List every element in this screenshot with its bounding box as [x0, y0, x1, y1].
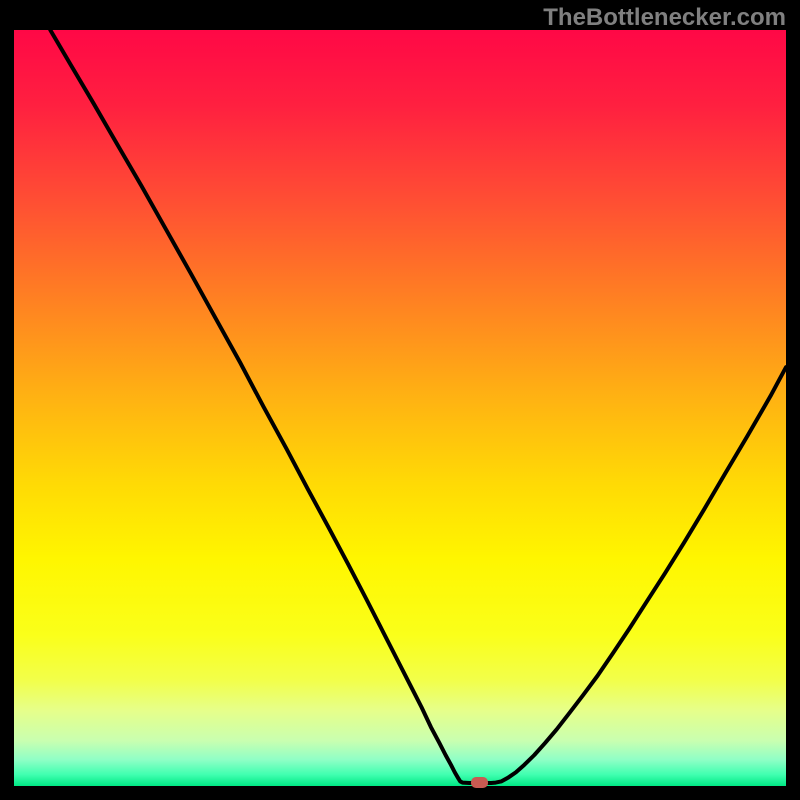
minimum-marker — [471, 777, 488, 788]
chart-container: TheBottlenecker.com — [0, 0, 800, 800]
watermark-text: TheBottlenecker.com — [543, 4, 786, 32]
bottleneck-chart — [14, 30, 786, 786]
